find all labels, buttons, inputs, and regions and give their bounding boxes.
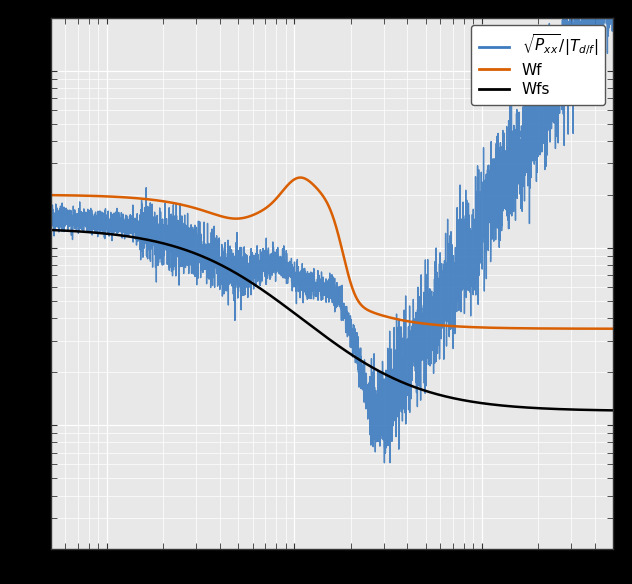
Legend: $\sqrt{P_{xx}}/|T_{d/f}|$, Wf, Wfs: $\sqrt{P_{xx}}/|T_{d/f}|$, Wf, Wfs	[471, 25, 605, 105]
